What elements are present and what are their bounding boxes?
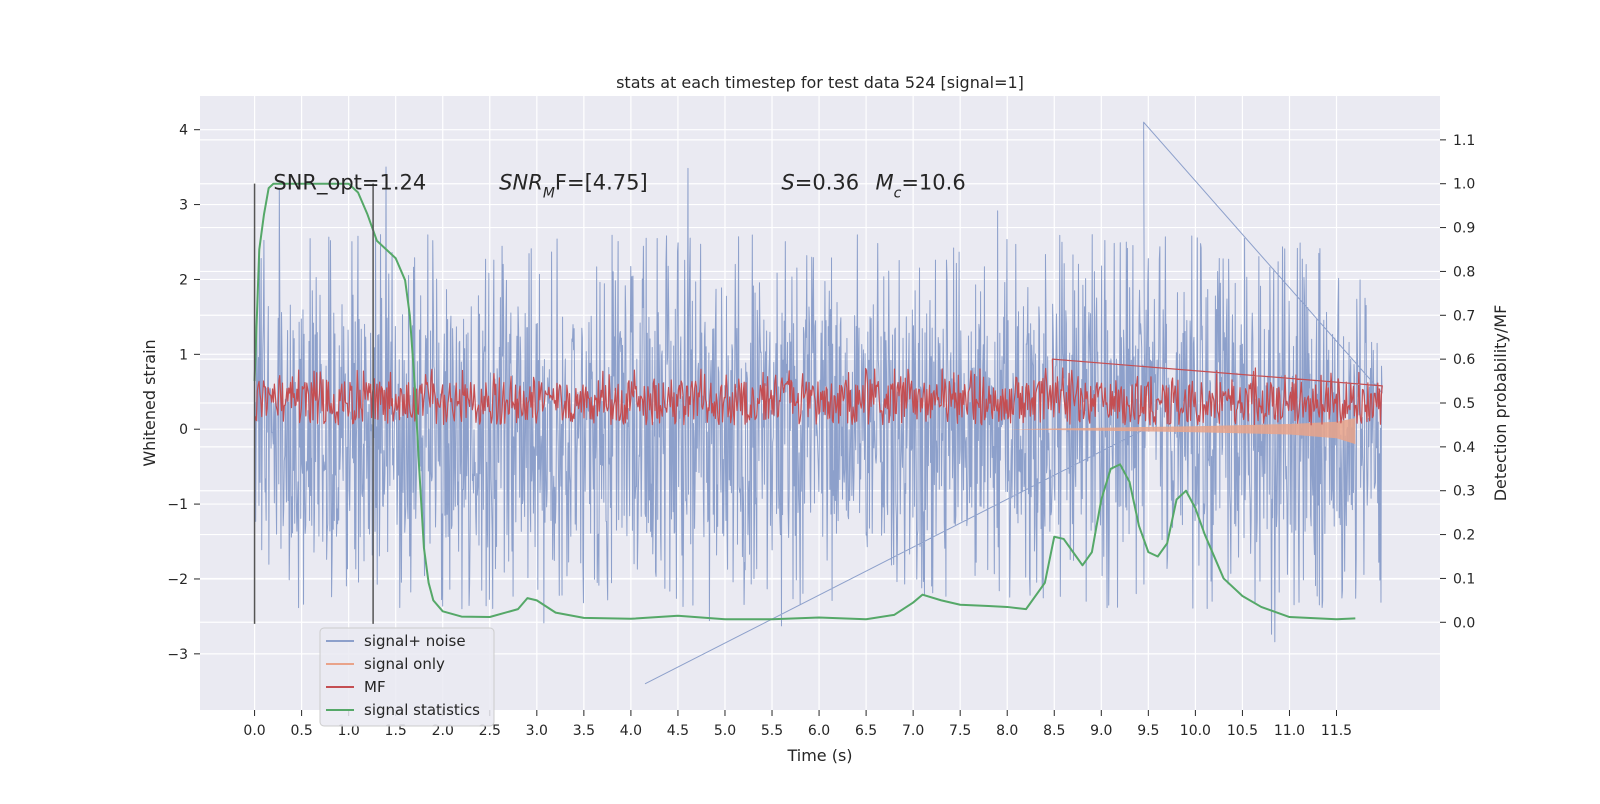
- x-tick-label: 7.5: [949, 723, 971, 739]
- y-tick-label: −3: [167, 647, 188, 663]
- legend-label: MF: [364, 678, 386, 696]
- annotations: SNR_opt=1.24 SNRMF=[4.75] S=0.36 Mc=10.6: [273, 171, 965, 202]
- legend-label: signal only: [364, 655, 445, 673]
- y-right-axis-label: Detection probability/MF: [1491, 305, 1510, 502]
- annotation-value: F=[4.75]: [555, 171, 648, 195]
- y-right-tick-label: 1.0: [1453, 177, 1475, 193]
- x-tick-label: 11.5: [1321, 723, 1352, 739]
- y-right-tick-label: 0.8: [1453, 264, 1475, 280]
- y-right-tick-label: 0.6: [1453, 352, 1475, 368]
- y-ticks: −3 −2 −1 0 1 2 3 4: [167, 123, 200, 663]
- x-tick-label: 6.5: [855, 723, 877, 739]
- y-right-tick-label: 1.1: [1453, 133, 1475, 149]
- series-signal-statistics: [253, 182, 1356, 621]
- y-tick-label: 4: [179, 123, 188, 139]
- annotation-value: =0.36: [795, 171, 859, 195]
- y-tick-label: −2: [167, 572, 188, 588]
- x-tick-label: 4.5: [667, 723, 689, 739]
- x-tick-label: 8.0: [996, 723, 1018, 739]
- x-tick-label: 1.5: [385, 723, 407, 739]
- annotation-symbol: M: [876, 171, 894, 195]
- x-tick-label: 7.0: [902, 723, 924, 739]
- y-tick-label: 2: [179, 272, 188, 288]
- x-tick-label: 10.5: [1227, 723, 1258, 739]
- y-right-tick-label: 0.5: [1453, 396, 1475, 412]
- x-tick-label: 10.0: [1180, 723, 1211, 739]
- annotation-subscript: c: [894, 186, 902, 202]
- legend-box: [319, 627, 495, 727]
- x-tick-label: 2.5: [479, 723, 501, 739]
- y-tick-label: 0: [179, 422, 188, 438]
- y-right-ticks: 0.0 0.1 0.2 0.3 0.4 0.5 0.6 0.7 0.8 0.9 1.0 1.1: [1440, 133, 1475, 631]
- y-axis-label: Whitened strain: [140, 339, 159, 466]
- annotation-symbol: SNR: [499, 171, 543, 195]
- y-right-tick-label: 0.4: [1453, 440, 1475, 456]
- annotation-value: =10.6: [901, 171, 965, 195]
- x-tick-label: 4.0: [620, 723, 642, 739]
- x-tick-label: 6.0: [808, 723, 830, 739]
- legend-label: signal statistics: [364, 701, 480, 719]
- y-right-tick-label: 0.9: [1453, 221, 1475, 237]
- series-signal-only: [254, 417, 1356, 445]
- x-ticks: 0.0 0.5 1.0 1.5 2.0 2.5 3.0 3.5 4.0 4.5 5.0 5.5 6.0 6…: [243, 710, 1352, 739]
- y-tick-label: −1: [167, 497, 188, 513]
- legend-label: signal+ noise: [364, 632, 466, 650]
- y-tick-label: 3: [179, 198, 188, 214]
- x-tick-label: 11.0: [1274, 723, 1305, 739]
- series-mf: [253, 358, 1383, 426]
- x-tick-label: 9.0: [1090, 723, 1112, 739]
- x-tick-label: 0.0: [243, 723, 265, 739]
- y-right-tick-label: 0.3: [1453, 484, 1475, 500]
- y-right-tick-label: 0.7: [1453, 308, 1475, 324]
- annotation-subscript: M: [543, 186, 555, 202]
- x-tick-label: 2.0: [432, 723, 454, 739]
- x-axis-label: Time (s): [786, 746, 852, 765]
- x-tick-label: 8.5: [1043, 723, 1065, 739]
- x-tick-label: 5.0: [714, 723, 736, 739]
- y-right-tick-label: 0.1: [1453, 571, 1475, 587]
- y-right-tick-label: 0.0: [1453, 615, 1475, 631]
- annotation: Mc=10.6: [876, 171, 966, 202]
- annotation-symbol: S: [781, 171, 794, 195]
- x-tick-label: 5.5: [761, 723, 783, 739]
- y-tick-label: 1: [179, 347, 188, 363]
- y-right-tick-label: 0.2: [1453, 528, 1475, 544]
- chart-title: stats at each timestep for test data 524…: [616, 73, 1024, 92]
- x-tick-label: 9.5: [1137, 723, 1159, 739]
- x-tick-label: 1.0: [338, 723, 360, 739]
- x-tick-label: 3.0: [526, 723, 548, 739]
- annotation: SNR_opt=1.24: [273, 171, 426, 196]
- x-tick-label: 3.5: [573, 723, 595, 739]
- legend: signal+ noise signal only MF signal statist…: [319, 627, 495, 727]
- annotation: S=0.36: [781, 171, 859, 195]
- vertical-markers: [253, 183, 374, 624]
- series-signal-noise: [254, 121, 1383, 685]
- x-tick-label: 0.5: [290, 723, 312, 739]
- annotation: SNRMF=[4.75]: [499, 171, 648, 202]
